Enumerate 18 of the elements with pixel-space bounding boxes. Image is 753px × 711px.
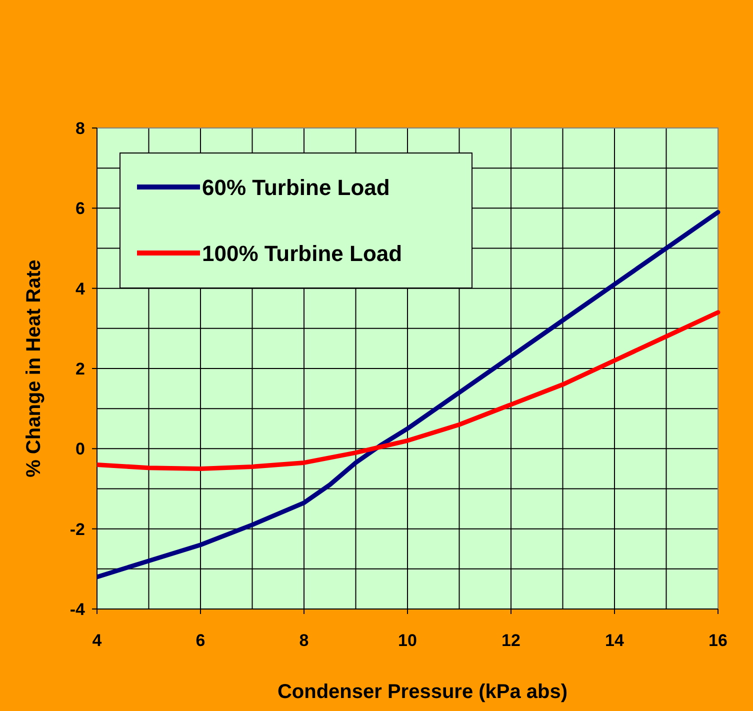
y-tick-label: 4 [76, 279, 86, 298]
x-tick-label: 12 [502, 631, 520, 650]
y-tick-label: -4 [70, 600, 86, 619]
y-tick-label: 0 [76, 440, 85, 459]
y-tick-label: 8 [76, 119, 85, 138]
x-axis-title: Condenser Pressure (kPa abs) [277, 681, 568, 703]
y-tick-label: -2 [70, 520, 85, 539]
x-tick-label: 16 [708, 631, 728, 650]
y-tick-label: 2 [76, 360, 85, 378]
y-tick-label: 6 [76, 199, 85, 218]
x-tick-label: 4 [92, 631, 102, 650]
legend-label: 60% Turbine Load [202, 175, 390, 200]
legend-label: 100% Turbine Load [202, 241, 402, 266]
x-tick-label: 8 [299, 631, 309, 650]
y-axis-title: % Change in Heat Rate [23, 260, 45, 478]
x-tick-label: 6 [196, 631, 206, 650]
x-tick-label: 10 [398, 631, 417, 650]
x-tick-label: 14 [605, 631, 624, 650]
